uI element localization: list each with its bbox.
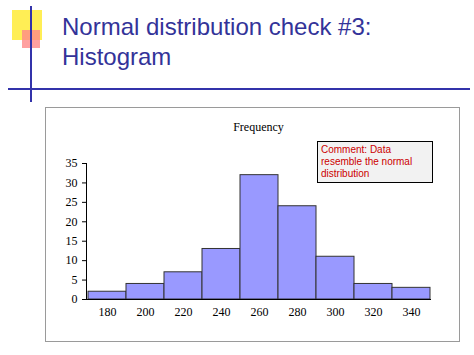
html-text:Frequency: Frequency — [233, 120, 284, 134]
svg-text:0: 0 — [72, 292, 78, 306]
svg-text:180: 180 — [99, 305, 117, 319]
svg-text:240: 240 — [213, 305, 231, 319]
svg-text:260: 260 — [251, 305, 269, 319]
html-text:Normal distribution check #3:: Normal distribution check #3: Histogram — [62, 13, 372, 70]
svg-text:220: 220 — [175, 305, 193, 319]
svg-text:30: 30 — [66, 176, 78, 190]
svg-text:340: 340 — [403, 305, 421, 319]
svg-text:25: 25 — [66, 195, 78, 209]
svg-text:10: 10 — [66, 253, 78, 267]
svg-text:320: 320 — [365, 305, 383, 319]
svg-text:200: 200 — [137, 305, 155, 319]
svg-text:20: 20 — [66, 215, 78, 229]
svg-text:35: 35 — [66, 156, 78, 170]
svg-text:280: 280 — [289, 305, 307, 319]
html-text:Comment: Data resemble the nor: Comment: Data resemble the normal distri… — [321, 144, 413, 179]
svg-text:15: 15 — [66, 234, 78, 248]
svg-text:5: 5 — [72, 273, 78, 287]
svg-text:300: 300 — [327, 305, 345, 319]
